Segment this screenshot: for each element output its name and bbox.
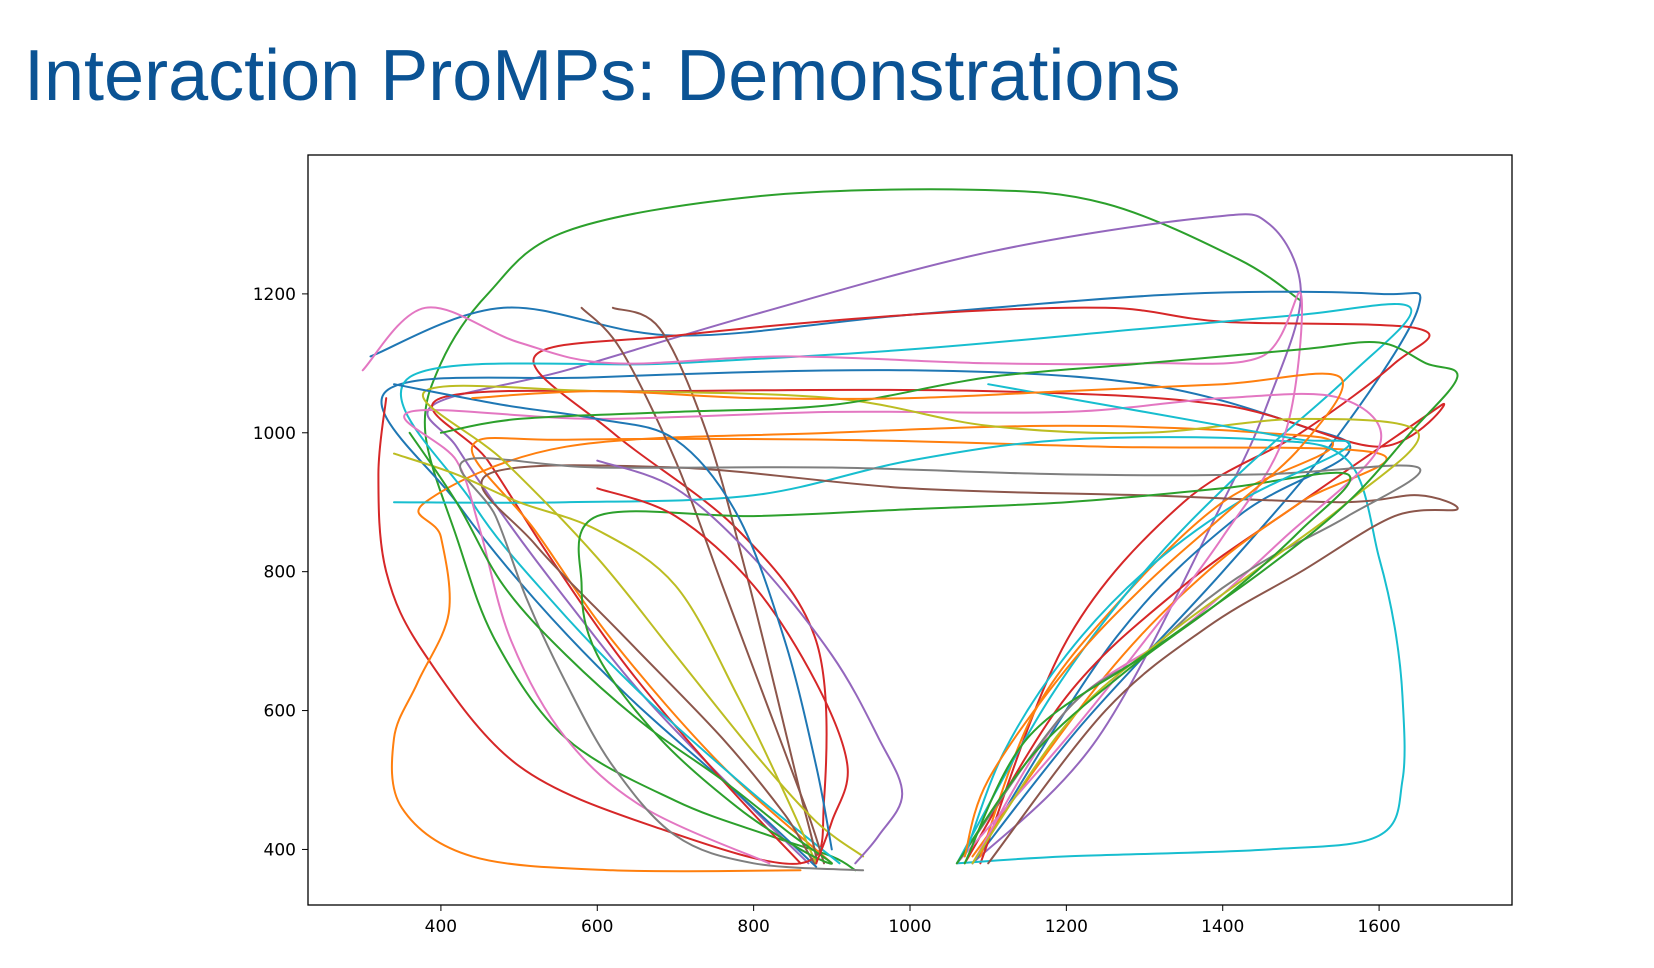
trajectory-line-20 — [596, 459, 904, 865]
trajectory-line-22 — [963, 383, 1351, 858]
trajectory-line-1 — [423, 188, 1302, 872]
trajectory-line-6 — [431, 388, 1445, 865]
y-tick-label: 600 — [264, 702, 296, 722]
x-tick-label: 1200 — [1045, 917, 1088, 937]
y-axis: 400 600 800 1000 1200 — [253, 285, 308, 860]
x-tick-label: 1600 — [1357, 917, 1400, 937]
series-layer — [361, 188, 1459, 873]
y-tick-label: 1000 — [253, 424, 296, 444]
trajectory-line-2 — [426, 213, 1302, 865]
x-tick-label: 1400 — [1201, 917, 1244, 937]
trajectory-line-7 — [390, 424, 1335, 873]
x-tick-label: 800 — [737, 917, 769, 937]
trajectory-line-16 — [421, 384, 1420, 865]
trajectory-line-5 — [377, 306, 1431, 865]
trajectory-line-13 — [361, 291, 1304, 865]
trajectory-line-21 — [393, 383, 833, 851]
y-tick-label: 800 — [264, 563, 296, 583]
y-tick-label: 1200 — [253, 285, 296, 305]
trajectory-line-15 — [459, 457, 1422, 872]
trajectory-line-17 — [393, 452, 818, 865]
trajectory-line-12 — [580, 306, 825, 865]
page-title: Interaction ProMPs: Demonstrations — [24, 36, 1181, 116]
trajectory-line-14 — [403, 392, 1383, 865]
trajectory-line-8 — [470, 436, 1388, 865]
trajectory-line-9 — [393, 436, 1406, 865]
trajectory-line-10 — [400, 302, 1413, 865]
trajectory-line-4 — [380, 369, 1352, 868]
x-tick-label: 600 — [581, 917, 613, 937]
x-tick-label: 400 — [425, 917, 457, 937]
trajectory-line-23 — [439, 341, 1459, 865]
plot-frame — [307, 154, 1513, 906]
trajectory-line-18 — [408, 431, 1352, 865]
trajectory-line-3 — [369, 290, 1422, 865]
x-tick-label: 1000 — [888, 917, 931, 937]
trajectory-line-24 — [471, 372, 1344, 858]
x-axis: 400 600 800 1000 1200 1400 1600 — [425, 905, 1401, 937]
trajectory-line-19 — [596, 487, 849, 865]
y-tick-label: 400 — [264, 840, 296, 860]
